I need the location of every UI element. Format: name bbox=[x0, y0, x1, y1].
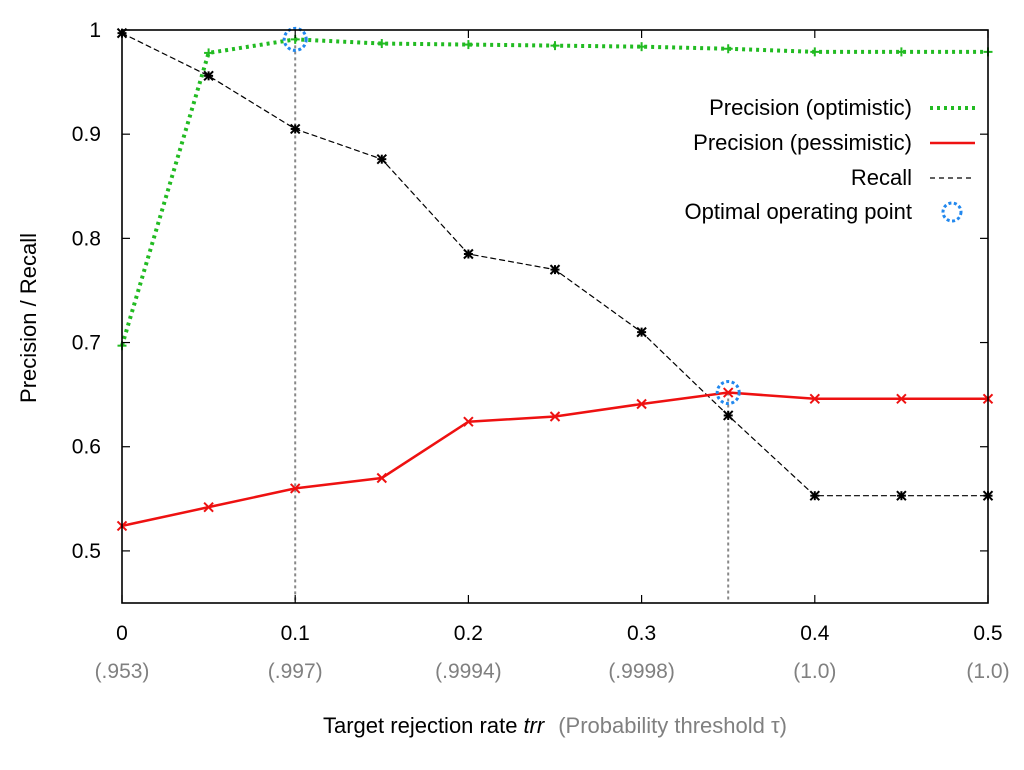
point-precision-pessimistic-5 bbox=[463, 416, 474, 427]
series-line-precision-optimistic bbox=[120, 37, 988, 347]
point-precision-pessimistic-8 bbox=[722, 387, 734, 398]
x-sub-tick-label-3: (.9994) bbox=[435, 660, 502, 683]
point-precision-pessimistic-4 bbox=[376, 472, 388, 484]
y-tick-label-2: 0.6 bbox=[72, 436, 101, 459]
point-recall-6 bbox=[549, 264, 561, 275]
point-precision-pessimistic-7 bbox=[636, 398, 647, 410]
point-precision-optimistic-2 bbox=[204, 48, 214, 58]
point-precision-optimistic-9 bbox=[810, 47, 820, 57]
x-sub-tick-label-6: (1.0) bbox=[966, 660, 1009, 683]
x-tick-label-5: 0.4 bbox=[800, 622, 830, 645]
point-precision-optimistic-10 bbox=[896, 47, 906, 57]
point-precision-pessimistic-10 bbox=[896, 393, 907, 405]
point-recall-8 bbox=[722, 410, 734, 421]
legend-label-optimal-operating-point: Optimal operating point bbox=[685, 199, 912, 224]
x-axis-title-subtitle: (Probability threshold τ) bbox=[558, 713, 787, 738]
point-recall-7 bbox=[636, 326, 647, 338]
y-tick-label-3: 0.7 bbox=[72, 332, 101, 355]
x-tick-label-4: 0.3 bbox=[627, 622, 656, 645]
point-precision-pessimistic-2 bbox=[203, 501, 214, 513]
y-tick-label-4: 0.8 bbox=[72, 227, 101, 250]
point-precision-optimistic-6 bbox=[550, 41, 560, 51]
legend-label-precision-optimistic: Precision (optimistic) bbox=[709, 95, 912, 120]
optimal-point-1 bbox=[282, 26, 308, 52]
legend-swatch-optimal-point bbox=[941, 201, 963, 223]
y-axis-title: Precision / Recall bbox=[16, 233, 41, 403]
optimal-point-2 bbox=[715, 380, 741, 406]
point-recall-4 bbox=[376, 153, 388, 165]
point-recall-3 bbox=[289, 123, 301, 135]
x-tick-label-2: 0.1 bbox=[281, 622, 310, 645]
x-sub-tick-label-5: (1.0) bbox=[793, 660, 836, 683]
x-axis-title-variable: trr bbox=[523, 713, 545, 738]
plot-frame bbox=[121, 29, 989, 604]
x-sub-tick-label-4: (.9998) bbox=[608, 660, 675, 683]
x-sub-tick-label-2: (.997) bbox=[268, 660, 323, 683]
y-tick-label-1: 0.5 bbox=[72, 540, 101, 563]
x-tick-label-6: 0.5 bbox=[973, 622, 1002, 645]
x-tick-label-3: 0.2 bbox=[454, 622, 483, 645]
x-tick-label-1: 0 bbox=[116, 622, 128, 645]
legend-label-precision-pessimistic: Precision (pessimistic) bbox=[693, 130, 912, 155]
point-recall-5 bbox=[463, 248, 474, 260]
legend-label-recall: Recall bbox=[851, 165, 912, 190]
point-precision-pessimistic-9 bbox=[809, 393, 821, 405]
point-precision-optimistic-7 bbox=[637, 42, 647, 52]
y-tick-label-5: 0.9 bbox=[72, 123, 101, 146]
x-sub-tick-label-1: (.953) bbox=[95, 660, 150, 683]
point-precision-optimistic-4 bbox=[377, 39, 387, 49]
point-recall-9 bbox=[809, 490, 821, 501]
y-tick-label-6: 1 bbox=[89, 19, 101, 42]
x-axis-title: Target rejection rate trr (Probability thr… bbox=[323, 713, 787, 738]
point-recall-2 bbox=[203, 70, 214, 82]
point-precision-optimistic-8 bbox=[723, 44, 733, 54]
x-axis-title-main: Target rejection rate bbox=[323, 713, 517, 738]
point-precision-pessimistic-6 bbox=[549, 411, 561, 422]
point-recall-10 bbox=[896, 490, 907, 501]
point-precision-optimistic-5 bbox=[463, 40, 473, 50]
point-precision-pessimistic-3 bbox=[289, 483, 301, 494]
series-line-precision-pessimistic bbox=[120, 391, 990, 528]
